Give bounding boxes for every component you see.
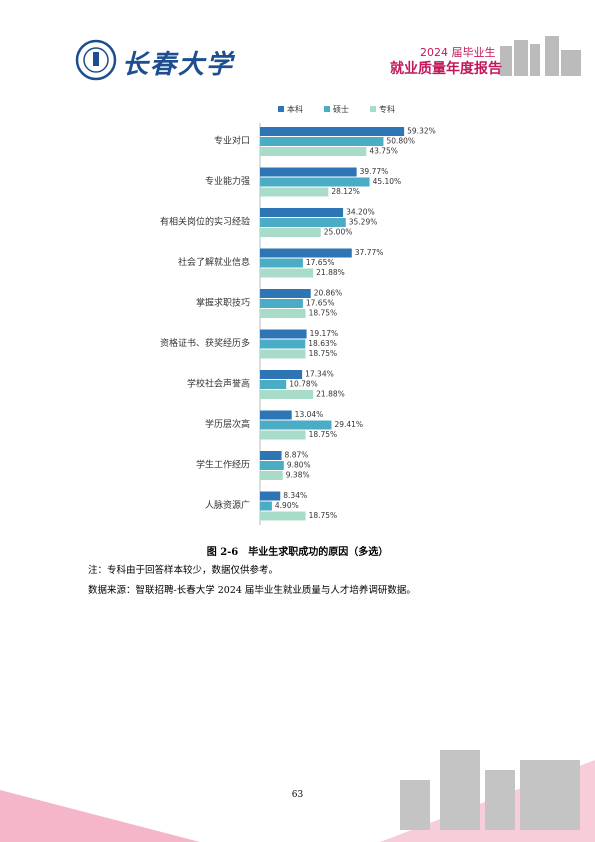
bar (260, 329, 307, 339)
bar (260, 410, 292, 420)
value-label: 18.75% (309, 511, 338, 520)
page-number: 63 (291, 790, 304, 800)
chart: 本科 硕士 专科专业对口59.32%50.80%43.75%专业能力强39.77%4… (160, 104, 436, 525)
value-label: 37.77% (355, 248, 384, 257)
bar (260, 187, 329, 197)
bar (260, 339, 306, 349)
bar (260, 430, 306, 440)
bar (260, 208, 344, 217)
value-label: 25.00% (324, 228, 353, 237)
value-label: 59.32% (407, 127, 436, 136)
bar (260, 228, 321, 237)
value-label: 18.75% (309, 349, 338, 358)
bar (260, 137, 384, 146)
bar (260, 218, 346, 227)
category-label: 学生工作经历 (196, 459, 250, 471)
legend-label: 本科 (287, 104, 303, 114)
category-label: 资格证书、获奖经历多 (160, 337, 250, 349)
category-label: 有相关岗位的实习经验 (160, 216, 250, 228)
value-label: 18.75% (309, 430, 338, 439)
bar (260, 127, 405, 136)
note: 注：专科由于回答样本较少，数据仅供参考。 (88, 565, 279, 576)
bar (260, 147, 367, 156)
year-line: 2024 届毕业生 (420, 46, 496, 59)
caption: 图 2-6 毕业生求职成功的原因（多选） (206, 547, 389, 558)
value-label: 34.20% (346, 208, 375, 217)
value-label: 8.87% (285, 451, 309, 460)
value-label: 50.80% (386, 137, 415, 146)
category-label: 专业能力强 (205, 175, 250, 187)
bar (260, 309, 306, 318)
value-label: 17.65% (306, 299, 335, 308)
bar (260, 248, 352, 258)
bar (260, 289, 311, 298)
value-label: 18.63% (308, 339, 337, 348)
value-label: 4.90% (275, 501, 299, 510)
value-label: 21.88% (316, 390, 345, 399)
value-label: 17.65% (306, 258, 335, 267)
category-label: 掌握求职技巧 (196, 297, 250, 309)
bar (260, 471, 283, 480)
bar (260, 380, 287, 389)
value-label: 8.34% (283, 491, 307, 500)
value-label: 19.17% (310, 329, 339, 338)
bar (260, 370, 303, 379)
category-label: 学校社会声誉高 (187, 378, 250, 390)
value-label: 9.80% (287, 461, 311, 470)
bar (260, 177, 370, 187)
note: 数据来源：智联招聘-长春大学 2024 届毕业生就业质量与人才培养调研数据。 (88, 585, 416, 596)
bar (260, 390, 314, 399)
value-label: 20.86% (314, 289, 343, 298)
bar (260, 511, 306, 521)
logo-text: 长春大学 (122, 50, 235, 80)
bar (260, 258, 303, 268)
category-label: 社会了解就业信息 (178, 256, 250, 268)
legend-label: 专科 (379, 104, 395, 114)
legend-swatch (278, 106, 284, 112)
value-label: 28.12% (331, 187, 360, 196)
value-label: 29.41% (334, 420, 363, 429)
value-label: 39.77% (360, 167, 389, 176)
category-label: 学历层次高 (205, 418, 250, 430)
bar (260, 420, 332, 430)
bar (260, 167, 357, 177)
value-label: 9.38% (286, 471, 310, 480)
value-label: 13.04% (295, 410, 324, 419)
bar (260, 491, 281, 501)
bar (260, 268, 314, 278)
bar (260, 461, 284, 470)
category-label: 人脉资源广 (205, 499, 250, 511)
value-label: 17.34% (305, 370, 334, 379)
bar (260, 501, 272, 511)
bar (260, 349, 306, 359)
value-label: 18.75% (309, 309, 338, 318)
bar (260, 299, 303, 308)
value-label: 10.78% (289, 380, 318, 389)
legend-label: 硕士 (333, 104, 349, 114)
legend-swatch (370, 106, 376, 112)
bar (260, 451, 282, 460)
value-label: 35.29% (349, 218, 378, 227)
category-label: 专业对口 (214, 135, 250, 147)
value-label: 43.75% (369, 147, 398, 156)
report-title: 就业质量年度报告 (390, 61, 502, 77)
value-label: 21.88% (316, 268, 345, 277)
value-label: 45.10% (373, 177, 402, 186)
legend-swatch (324, 106, 330, 112)
